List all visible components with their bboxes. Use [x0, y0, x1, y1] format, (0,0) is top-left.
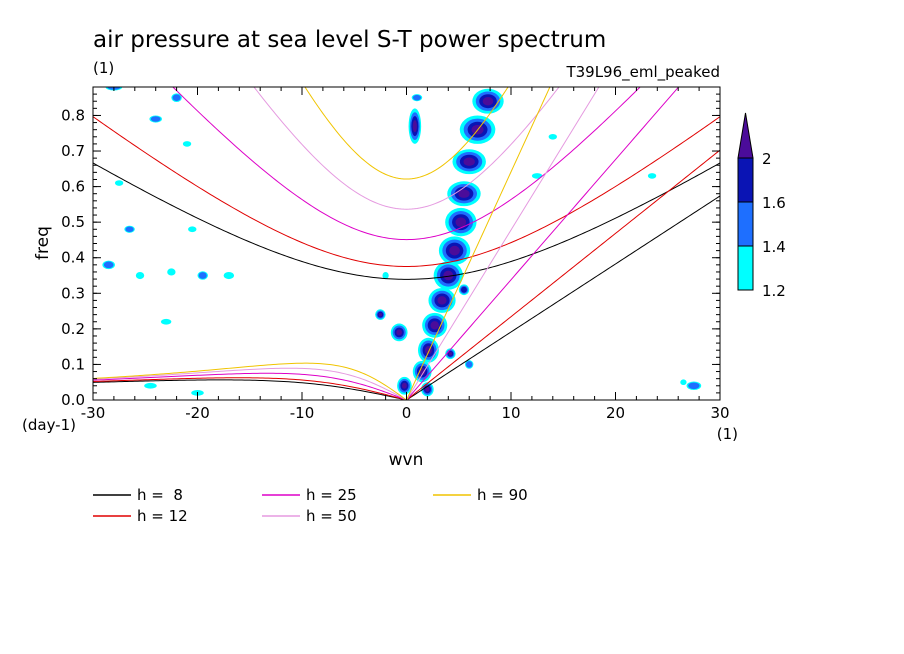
- inertia-gravity-curve: [253, 87, 560, 210]
- y-axis-units: (day-1): [22, 416, 76, 434]
- plot-area: [93, 87, 720, 400]
- x-tick-label: -20: [185, 404, 210, 422]
- colorbar-label: 1.2: [762, 282, 786, 300]
- colorbar-arrow: [737, 112, 754, 159]
- x-tick-label: 0: [402, 404, 412, 422]
- kelvin-curve: [406, 87, 600, 400]
- colorbar: 2 1.6 1.4 1.2: [737, 112, 786, 300]
- contour-blob: [461, 286, 467, 293]
- contour-blob: [458, 189, 470, 198]
- colorbar-segment: [737, 157, 754, 203]
- contour-blob: [144, 382, 157, 389]
- contour-blob: [160, 318, 172, 325]
- y-tick-label: 0.7: [61, 142, 85, 160]
- dispersion-curve-layer: [93, 87, 720, 400]
- legend-label: h = 12: [137, 507, 188, 525]
- x-tick-label: -10: [290, 404, 315, 422]
- contour-blob: [443, 270, 454, 281]
- contour-blob: [103, 261, 114, 269]
- contour-blob: [188, 226, 197, 233]
- rossby-curve: [93, 377, 407, 400]
- contour-blob: [396, 329, 403, 336]
- inertia-gravity-curve: [172, 87, 641, 241]
- colorbar-label: 2: [762, 150, 772, 168]
- contour-blob: [172, 94, 181, 101]
- legend-label: h = 90: [477, 486, 528, 504]
- contour-blob: [448, 351, 453, 356]
- contour-blob: [182, 141, 192, 147]
- kelvin-curve: [406, 149, 720, 400]
- contour-blob: [125, 226, 134, 233]
- kelvin-curve: [406, 87, 551, 400]
- contour-blob: [688, 382, 700, 390]
- contour-blob: [437, 296, 447, 305]
- colorbar-label: 1.4: [762, 238, 786, 256]
- x-tick-label: 30: [710, 404, 729, 422]
- contour-blob: [482, 96, 494, 106]
- inertia-gravity-curve: [304, 87, 509, 180]
- x-tick-label: -30: [81, 404, 106, 422]
- legend-label: h = 8: [137, 486, 183, 504]
- y-tick-label: 0.4: [61, 249, 85, 267]
- contour-blob: [463, 157, 475, 166]
- contour-blob: [198, 272, 207, 279]
- contour-blob: [412, 120, 417, 133]
- contour-blob: [455, 217, 467, 227]
- x-axis-units: (1): [717, 425, 738, 443]
- legend: h = 8 h = 12 h = 25 h = 50 h = 90: [93, 486, 528, 525]
- contour-blob: [548, 133, 557, 140]
- colorbar-label: 1.6: [762, 194, 786, 212]
- contour-blob: [680, 379, 687, 386]
- rossby-curve: [93, 362, 407, 400]
- y-tick-label: 0.6: [61, 178, 85, 196]
- axis-ticks: [92, 87, 721, 401]
- rossby-curve: [93, 379, 407, 400]
- contour-blob: [378, 312, 383, 317]
- legend-label: h = 25: [306, 486, 357, 504]
- colorbar-segment: [737, 245, 754, 291]
- inertia-gravity-curve: [93, 162, 720, 280]
- contour-blob: [449, 245, 460, 256]
- run-label: T39L96_eml_peaked: [565, 63, 720, 82]
- contour-blob: [401, 382, 407, 389]
- x-tick-label: 20: [606, 404, 625, 422]
- contour-blob: [412, 94, 422, 101]
- contour-blob: [382, 271, 389, 280]
- rossby-curve: [93, 367, 407, 400]
- inertia-gravity-curve: [93, 116, 720, 267]
- y-tick-label: 0.8: [61, 106, 85, 124]
- contour-blob: [167, 268, 176, 276]
- y-axis-label: freq: [33, 226, 53, 260]
- contour-blob: [114, 180, 124, 186]
- y-tick-label: 0.3: [61, 284, 85, 302]
- contour-blob: [465, 361, 473, 368]
- x-axis-label: wvn: [389, 450, 424, 470]
- chart-title: air pressure at sea level S-T power spec…: [93, 27, 606, 53]
- contour-blob: [425, 386, 430, 392]
- kelvin-curve: [406, 87, 680, 400]
- contour-blob: [647, 173, 657, 179]
- chart-units: (1): [93, 59, 114, 77]
- colorbar-segment: [737, 201, 754, 247]
- contour-blob: [223, 271, 235, 280]
- x-tick-label: 10: [501, 404, 520, 422]
- y-tick-label: 0.0: [61, 391, 85, 409]
- y-tick-label: 0.2: [61, 320, 85, 338]
- axis-tick-labels: -30 -20 -10 0 10 20 30 0.0 0.1 0.2 0.3 0.4 0.5 0.6 0.7…: [61, 106, 729, 422]
- contour-blob: [430, 321, 439, 330]
- rossby-curve: [93, 372, 407, 400]
- kelvin-curve: [406, 195, 720, 400]
- contour-blob: [135, 271, 145, 280]
- contour-blob: [531, 173, 543, 179]
- contour-blob: [150, 116, 161, 122]
- y-tick-label: 0.5: [61, 213, 85, 231]
- y-tick-label: 0.1: [61, 355, 85, 373]
- legend-label: h = 50: [306, 507, 357, 525]
